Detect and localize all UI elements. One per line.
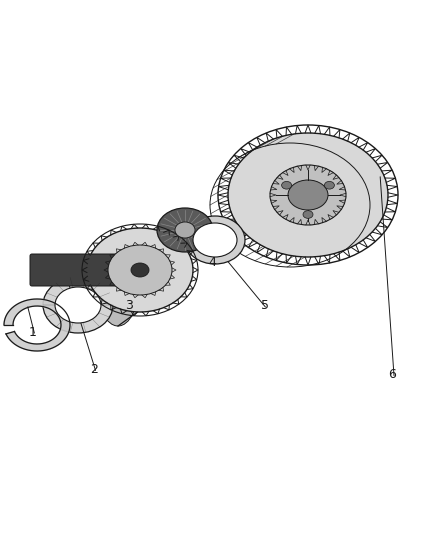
Text: 6: 6 [388, 368, 396, 382]
Ellipse shape [131, 263, 149, 277]
Text: 5: 5 [261, 299, 269, 312]
Ellipse shape [97, 242, 139, 326]
FancyBboxPatch shape [30, 254, 121, 286]
Ellipse shape [108, 245, 172, 295]
Ellipse shape [87, 228, 193, 312]
Text: 4: 4 [208, 256, 216, 270]
Ellipse shape [228, 133, 388, 257]
Ellipse shape [288, 180, 328, 210]
Ellipse shape [55, 287, 101, 323]
Text: 1: 1 [29, 326, 37, 339]
Ellipse shape [270, 165, 346, 225]
Text: 3: 3 [125, 299, 133, 312]
Ellipse shape [282, 181, 292, 189]
Ellipse shape [175, 222, 195, 238]
Ellipse shape [303, 211, 313, 219]
Ellipse shape [193, 223, 237, 257]
Polygon shape [4, 299, 70, 351]
Text: 2: 2 [90, 363, 98, 376]
Ellipse shape [43, 277, 113, 333]
Ellipse shape [185, 216, 245, 264]
Ellipse shape [325, 181, 334, 189]
Ellipse shape [157, 208, 213, 252]
